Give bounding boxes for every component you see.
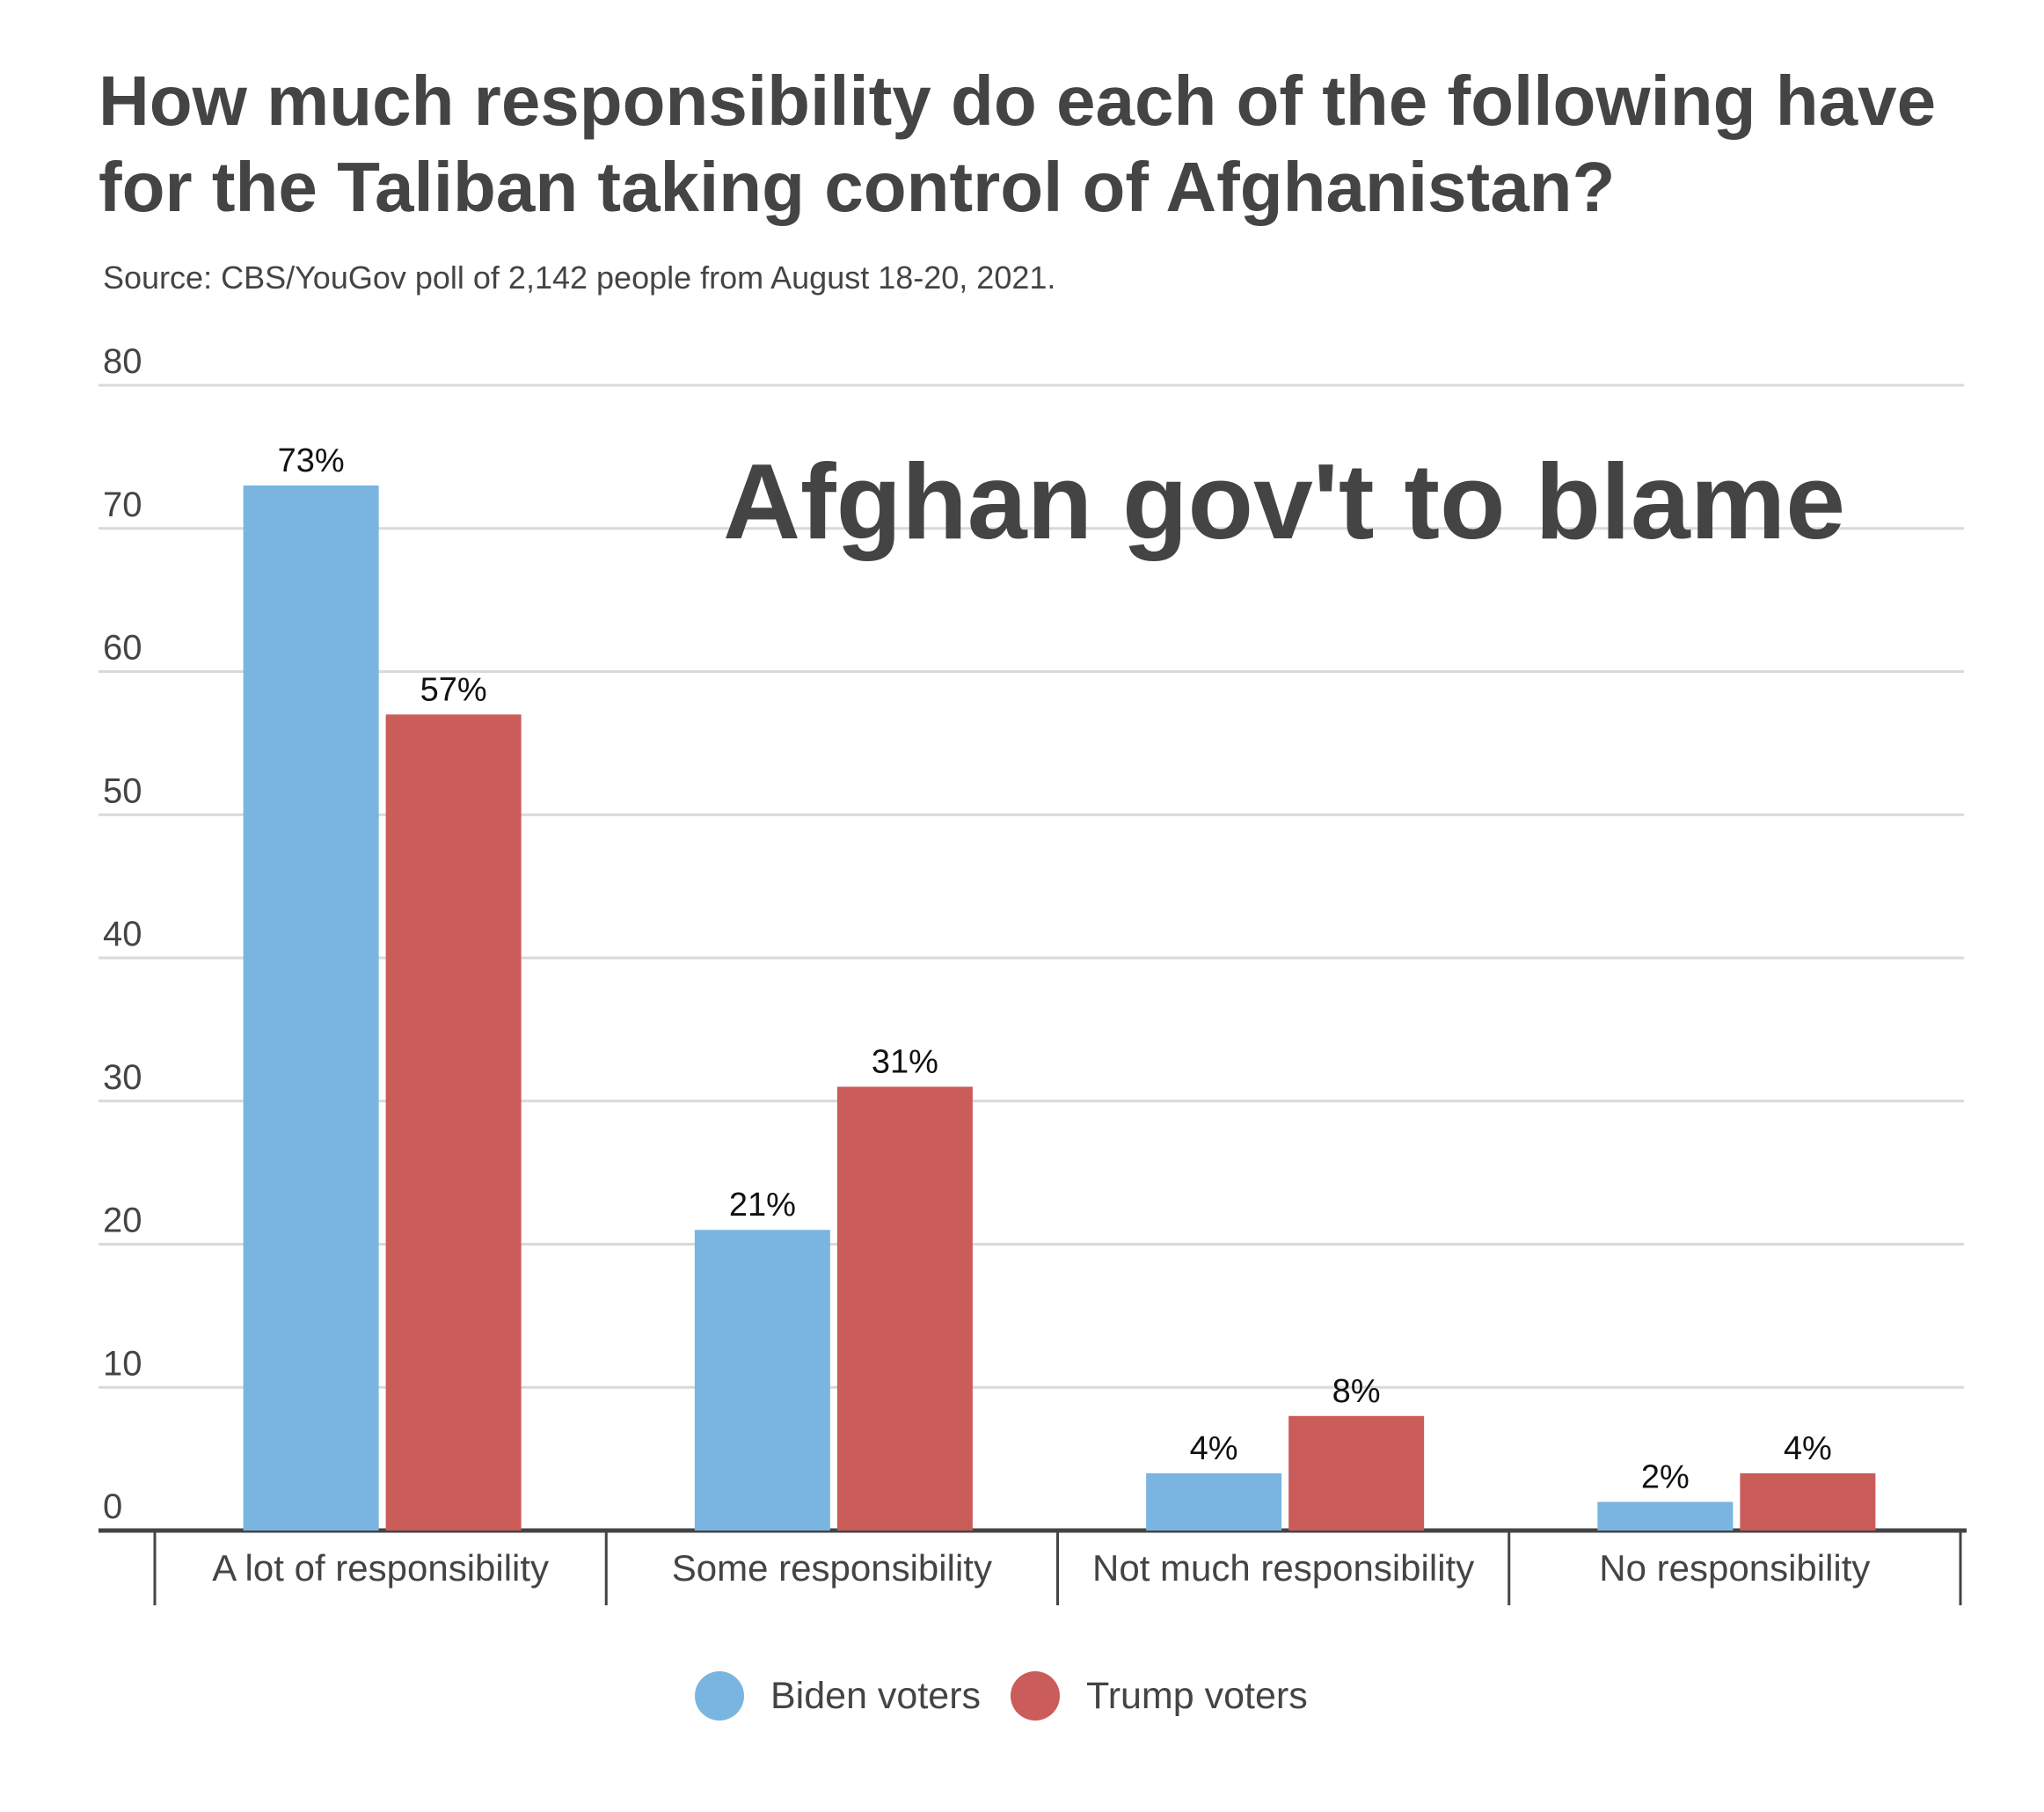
data-label: 73% xyxy=(278,442,345,479)
y-tick-label: 20 xyxy=(103,1202,142,1240)
bar-trump xyxy=(836,1086,973,1531)
data-label: 4% xyxy=(1190,1430,1238,1467)
chart-annotation: Afghan gov't to blame xyxy=(723,442,1845,561)
data-label: 2% xyxy=(1641,1458,1690,1495)
legend-label-biden: Biden voters xyxy=(770,1674,982,1717)
data-label: 21% xyxy=(729,1187,796,1224)
y-tick-label: 40 xyxy=(103,915,142,953)
x-tick-label: Some responsibility xyxy=(672,1547,992,1589)
bar-trump xyxy=(1740,1472,1876,1531)
legend-label-trump: Trump voters xyxy=(1086,1674,1308,1717)
y-tick-label: 80 xyxy=(103,342,142,381)
y-tick-label: 10 xyxy=(103,1344,142,1383)
legend-swatch-biden xyxy=(695,1671,744,1721)
bar-trump xyxy=(385,714,522,1531)
bar-biden xyxy=(1597,1501,1734,1531)
y-tick-label: 50 xyxy=(103,771,142,810)
data-label: 57% xyxy=(420,671,487,708)
bar-biden xyxy=(243,485,379,1531)
legend-swatch-trump xyxy=(1011,1671,1061,1721)
bar-biden xyxy=(694,1230,830,1531)
chart-title: How much responsibility do each of the f… xyxy=(99,62,1937,226)
y-tick-label: 60 xyxy=(103,629,142,668)
chart-legend: Biden voters Trump voters xyxy=(695,1671,1308,1721)
y-tick-label: 0 xyxy=(103,1487,122,1526)
bar-biden xyxy=(1146,1472,1282,1531)
x-tick-label: Not much responsibility xyxy=(1092,1547,1474,1589)
data-label: 4% xyxy=(1784,1430,1832,1467)
y-tick-label: 70 xyxy=(103,486,142,524)
chart-subtitle: Source: CBS/YouGov poll of 2,142 people … xyxy=(103,259,1056,296)
bar-trump xyxy=(1288,1415,1425,1531)
y-tick-label: 30 xyxy=(103,1058,142,1097)
x-tick-label: A lot of responsibility xyxy=(212,1547,549,1589)
legend-item-biden: Biden voters xyxy=(695,1671,981,1721)
x-tick-label: No responsibility xyxy=(1599,1547,1870,1589)
data-label: 8% xyxy=(1332,1373,1381,1410)
data-label: 31% xyxy=(872,1043,938,1080)
legend-item-trump: Trump voters xyxy=(1011,1671,1308,1721)
